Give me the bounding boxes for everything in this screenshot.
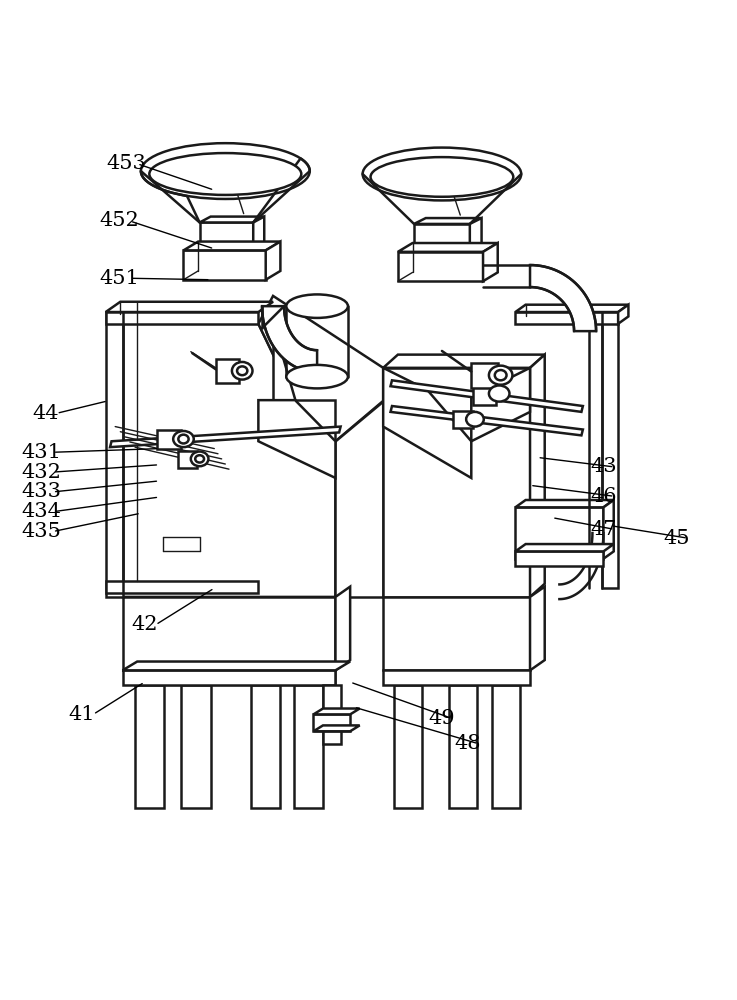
Polygon shape [266, 242, 280, 280]
Text: 433: 433 [22, 482, 62, 501]
Polygon shape [618, 305, 629, 324]
Ellipse shape [286, 365, 348, 388]
Polygon shape [200, 217, 265, 222]
Polygon shape [383, 355, 545, 368]
Text: 453: 453 [106, 154, 146, 173]
Ellipse shape [363, 148, 521, 200]
Text: 48: 48 [455, 734, 481, 753]
Ellipse shape [489, 366, 512, 385]
Ellipse shape [178, 435, 189, 443]
Polygon shape [122, 324, 335, 597]
Ellipse shape [286, 294, 348, 318]
Polygon shape [515, 312, 618, 324]
Polygon shape [135, 685, 164, 808]
Polygon shape [181, 685, 211, 808]
Text: 435: 435 [22, 522, 62, 541]
Ellipse shape [195, 455, 204, 463]
Polygon shape [122, 670, 335, 685]
Polygon shape [259, 296, 383, 441]
Polygon shape [383, 670, 530, 685]
Polygon shape [184, 250, 266, 280]
Text: 451: 451 [99, 269, 139, 288]
Ellipse shape [489, 385, 509, 402]
Polygon shape [515, 551, 604, 566]
Text: 42: 42 [131, 615, 158, 634]
Polygon shape [483, 243, 497, 281]
Polygon shape [105, 581, 259, 593]
Polygon shape [273, 324, 335, 441]
Polygon shape [110, 427, 340, 447]
Polygon shape [398, 252, 483, 281]
Polygon shape [515, 507, 604, 559]
Polygon shape [105, 302, 273, 312]
Ellipse shape [173, 431, 194, 447]
Polygon shape [254, 217, 265, 250]
Text: 46: 46 [590, 487, 617, 506]
Polygon shape [515, 544, 614, 551]
Polygon shape [492, 685, 520, 808]
Polygon shape [471, 368, 530, 441]
Polygon shape [259, 400, 335, 478]
Polygon shape [216, 359, 240, 383]
Polygon shape [251, 685, 280, 808]
Text: 452: 452 [99, 211, 139, 230]
Polygon shape [200, 222, 254, 250]
Polygon shape [391, 380, 583, 412]
Polygon shape [472, 383, 496, 405]
Text: 434: 434 [22, 502, 62, 521]
Polygon shape [184, 242, 280, 250]
Polygon shape [394, 685, 422, 808]
Polygon shape [414, 218, 481, 224]
Polygon shape [293, 685, 323, 808]
Polygon shape [471, 363, 497, 388]
Polygon shape [313, 725, 360, 731]
Polygon shape [262, 306, 317, 372]
Text: 43: 43 [590, 457, 617, 476]
Polygon shape [105, 312, 259, 324]
Polygon shape [391, 406, 583, 435]
Polygon shape [383, 597, 530, 670]
Ellipse shape [141, 143, 310, 199]
Polygon shape [530, 355, 545, 597]
Polygon shape [122, 670, 335, 685]
Ellipse shape [495, 370, 506, 380]
Text: 49: 49 [429, 709, 455, 728]
Polygon shape [450, 685, 477, 808]
Ellipse shape [466, 412, 483, 427]
Polygon shape [530, 587, 545, 670]
Polygon shape [323, 685, 340, 744]
Polygon shape [157, 430, 181, 449]
Polygon shape [383, 368, 530, 597]
Text: 41: 41 [69, 705, 96, 724]
Polygon shape [515, 500, 614, 507]
Polygon shape [122, 662, 350, 670]
Polygon shape [469, 218, 481, 252]
Text: 45: 45 [663, 529, 690, 548]
Polygon shape [335, 401, 383, 597]
Polygon shape [398, 243, 497, 252]
Polygon shape [105, 312, 122, 597]
Ellipse shape [371, 157, 513, 197]
Polygon shape [453, 411, 472, 428]
Text: 47: 47 [590, 520, 617, 539]
Ellipse shape [232, 362, 253, 380]
Polygon shape [122, 597, 335, 670]
Text: 432: 432 [22, 463, 62, 482]
Polygon shape [602, 312, 618, 588]
Ellipse shape [150, 153, 301, 195]
Ellipse shape [237, 366, 248, 375]
Text: 431: 431 [22, 443, 62, 462]
Polygon shape [414, 224, 469, 252]
Polygon shape [604, 500, 614, 559]
Polygon shape [515, 305, 629, 312]
Polygon shape [178, 451, 198, 468]
Ellipse shape [191, 452, 209, 466]
Polygon shape [313, 709, 360, 714]
Text: 44: 44 [32, 404, 59, 423]
Polygon shape [383, 368, 471, 478]
Polygon shape [313, 714, 350, 731]
Polygon shape [335, 587, 350, 670]
Polygon shape [530, 265, 596, 331]
